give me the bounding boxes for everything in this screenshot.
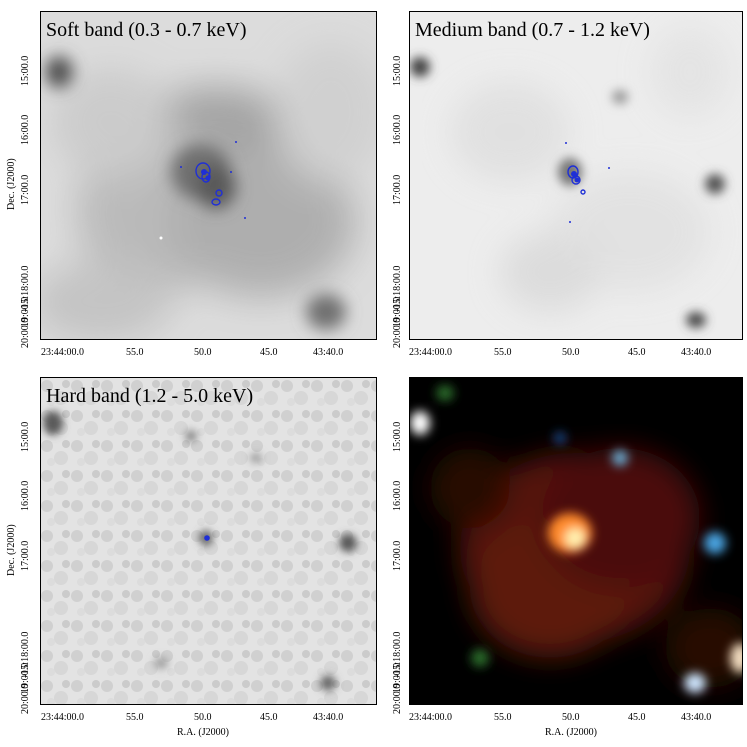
y-tick: 15:00.0: [20, 421, 31, 452]
y-axis-label-top-left: Dec. (J2000): [6, 158, 17, 210]
x-tick: 23:44:00.0: [409, 347, 453, 358]
y-tick: 20:00.0: [392, 683, 403, 714]
x-tick: 55.0: [126, 347, 144, 358]
panel-title-hard: Hard band (1.2 - 5.0 keV): [46, 385, 254, 407]
medium-band-image: [410, 12, 742, 339]
x-tick: 43:40.0: [313, 712, 344, 723]
x-tick: 43:40.0: [681, 347, 712, 358]
y-tick: 16:00.0: [20, 114, 31, 145]
x-tick: 50.0: [562, 347, 580, 358]
y-tick: 16:00.0: [20, 480, 31, 511]
y-tick: 15:00.0: [20, 55, 31, 86]
x-tick: 55.0: [494, 712, 512, 723]
x-tick: 55.0: [494, 347, 512, 358]
panel-title-medium: Medium band (0.7 - 1.2 keV): [415, 19, 650, 41]
x-axis-label-bottom-left: R.A. (J2000): [177, 727, 229, 738]
x-tick: 43:40.0: [313, 347, 344, 358]
y-tick: 17:00.0: [20, 540, 31, 571]
hard-band-image: [41, 378, 376, 704]
rgb-composite-panel: [409, 377, 743, 705]
x-tick: 23:44:00.0: [41, 712, 85, 723]
y-tick: 20:00.0: [20, 683, 31, 714]
medium-band-panel: [409, 11, 743, 340]
x-tick: 45.0: [628, 712, 646, 723]
hard-contour: [204, 535, 210, 541]
y-axis-label-bottom-left: Dec. (J2000): [6, 524, 17, 576]
x-tick: 23:44:00.0: [41, 347, 85, 358]
y-tick: 15:00.0: [392, 421, 403, 452]
y-tick: 20:00.0: [392, 317, 403, 348]
x-tick: 50.0: [562, 712, 580, 723]
x-tick: 50.0: [194, 347, 212, 358]
y-tick: 16:00.0: [392, 114, 403, 145]
rgb-composite-image: [410, 378, 742, 704]
x-tick: 45.0: [260, 347, 278, 358]
x-axis-label-bottom-right: R.A. (J2000): [545, 727, 597, 738]
y-tick: 20:00.0: [20, 317, 31, 348]
hard-band-panel: [40, 377, 377, 705]
soft-band-image: [41, 12, 376, 339]
x-tick: 23:44:00.0: [409, 712, 453, 723]
soft-band-panel: [40, 11, 377, 340]
x-tick: 55.0: [126, 712, 144, 723]
y-tick: 17:00.0: [20, 174, 31, 205]
x-tick: 45.0: [260, 712, 278, 723]
x-tick: 45.0: [628, 347, 646, 358]
panel-title-soft: Soft band (0.3 - 0.7 keV): [46, 19, 247, 41]
y-tick: 15:00.0: [392, 55, 403, 86]
y-tick: 16:00.0: [392, 480, 403, 511]
x-tick: 50.0: [194, 712, 212, 723]
y-tick: 17:00.0: [392, 174, 403, 205]
y-tick: 17:00.0: [392, 540, 403, 571]
x-tick: 43:40.0: [681, 712, 712, 723]
